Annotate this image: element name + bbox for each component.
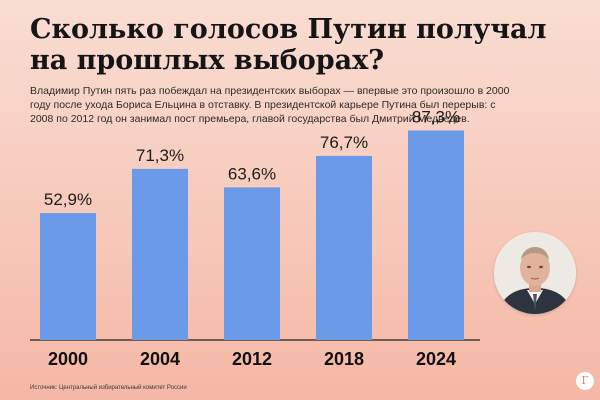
bar-2024 xyxy=(408,130,464,340)
x-tick-label-2004: 2004 xyxy=(140,349,180,369)
data-label-2018: 76,7% xyxy=(320,133,368,152)
chart-subtitle: Владимир Путин пять раз побеждал на през… xyxy=(30,85,510,125)
bar-2000 xyxy=(40,213,96,340)
bar-2012 xyxy=(224,187,280,340)
chart-title: Сколько голосов Путин получал на прошлых… xyxy=(30,14,547,76)
data-label-2024: 87,3% xyxy=(412,107,460,126)
portrait-photo xyxy=(494,232,576,314)
data-label-2004: 71,3% xyxy=(136,146,184,165)
bar-2004 xyxy=(132,168,188,340)
x-tick-label-2018: 2018 xyxy=(324,349,364,369)
publisher-logo-icon: Г xyxy=(576,372,594,390)
bar-2018 xyxy=(316,155,372,340)
data-label-2012: 63,6% xyxy=(228,164,276,183)
data-label-2000: 52,9% xyxy=(44,190,92,209)
source-note: Источник: Центральный избирательный коми… xyxy=(30,385,187,391)
x-tick-label-2000: 2000 xyxy=(48,349,88,369)
x-tick-label-2024: 2024 xyxy=(416,349,456,369)
x-tick-label-2012: 2012 xyxy=(232,349,272,369)
